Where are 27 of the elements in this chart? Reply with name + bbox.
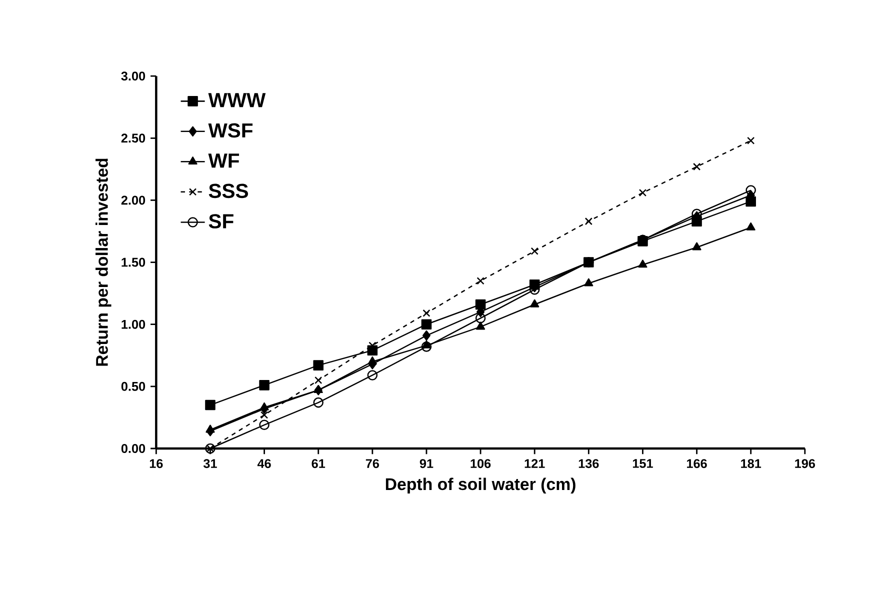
y-tick-label: 0.00 [121,444,146,454]
x-tick-label: 46 [257,459,271,468]
x-tick-label: 181 [741,459,762,468]
legend-label: WF [208,154,240,168]
legend-label: SSS [208,184,248,198]
x-tick-label: 106 [470,459,491,468]
legend-label: SF [208,214,234,229]
x-tick-label: 121 [524,459,545,468]
x-tick-label: 76 [366,459,379,468]
x-tick-label: 196 [795,459,815,468]
x-tick-label: 31 [203,459,217,468]
legend-label: WWW [208,93,266,108]
x-tick-label: 91 [420,459,434,468]
x-axis-title: Depth of soil water (cm) [386,478,576,494]
y-tick-label: 2.00 [121,196,146,205]
x-tick-label: 16 [150,459,163,468]
x-tick-label: 151 [632,459,653,468]
y-tick-label: 0.50 [121,382,146,392]
x-tick-label: 166 [687,459,707,468]
y-tick-label: 2.50 [121,134,146,143]
x-tick-label: 136 [578,459,599,468]
y-tick-label: 1.50 [122,258,146,267]
legend-label: WSF [208,123,253,138]
y-tick-label: 3.00 [121,72,146,81]
y-tick-label: 1.00 [122,320,146,330]
y-axis-title: Return per dollar invested [96,158,112,366]
x-tick-label: 61 [312,459,326,468]
